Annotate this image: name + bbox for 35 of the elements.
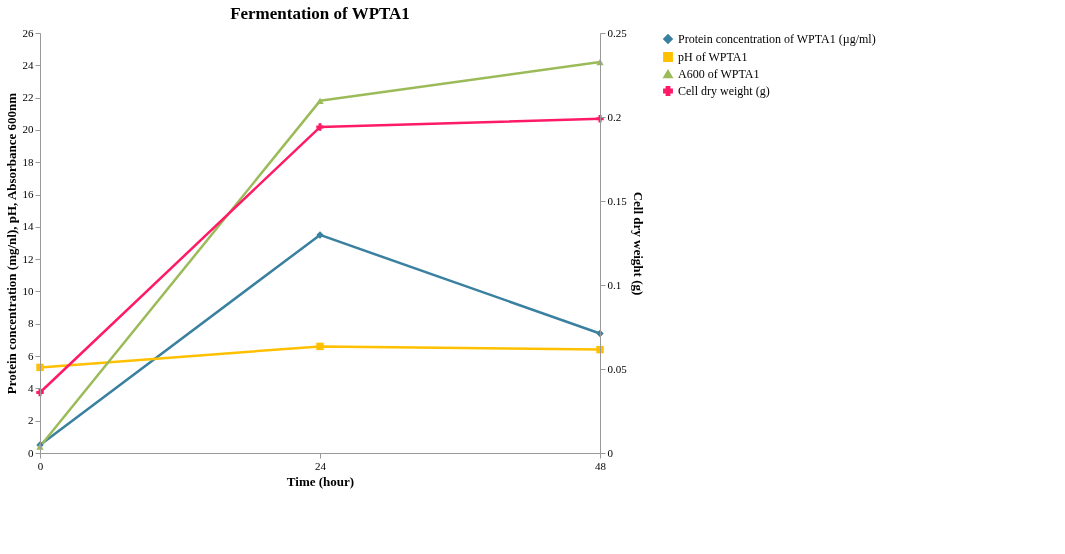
legend-label: Cell dry weight (g) bbox=[678, 84, 770, 98]
y-tick-label: 4 bbox=[28, 381, 34, 394]
point bbox=[316, 97, 324, 105]
y2-tick-label: 0.2 bbox=[607, 110, 622, 123]
y2-tick-label: 0.15 bbox=[607, 194, 628, 207]
y2-tick-label: 0.25 bbox=[607, 26, 628, 39]
y-tick-label: 18 bbox=[22, 155, 34, 168]
y-tick-label: 8 bbox=[28, 317, 34, 330]
y-tick-label: 2 bbox=[28, 414, 34, 427]
x-tick-label: 48 bbox=[595, 459, 607, 472]
legend-label: Protein concentration of WPTA1 (µg/ml) bbox=[678, 32, 876, 46]
point bbox=[316, 123, 324, 131]
y-tick-label: 22 bbox=[22, 91, 34, 104]
y-tick-label: 6 bbox=[28, 349, 34, 362]
y-tick-label: 26 bbox=[22, 26, 34, 39]
y-tick-label: 12 bbox=[22, 252, 34, 265]
y-tick-label: 20 bbox=[22, 123, 34, 136]
legend-label: A600 of WPTA1 bbox=[678, 67, 760, 81]
x-tick-label: 0 bbox=[37, 459, 44, 472]
y2-axis-title: Cell dry weight (g) bbox=[630, 191, 646, 296]
y-tick-label: 10 bbox=[22, 284, 34, 297]
y2-tick-label: 0.1 bbox=[607, 278, 622, 291]
x-tick-label: 24 bbox=[315, 459, 327, 472]
y2-tick-label: 0 bbox=[607, 446, 614, 459]
y-tick-label: 16 bbox=[22, 188, 34, 201]
point bbox=[316, 342, 324, 351]
legend-label: pH of WPTA1 bbox=[678, 50, 748, 64]
chart-title: Fermentation of WPTA1 bbox=[230, 4, 410, 23]
point bbox=[596, 329, 604, 338]
y-axis-title: Protein concentration (mg/nl), pH, Absorbance 600nm bbox=[3, 92, 19, 395]
y-tick-label: 14 bbox=[22, 220, 34, 233]
y-tick-label: 0 bbox=[28, 446, 34, 459]
y-tick-label: 24 bbox=[22, 58, 34, 71]
y2-tick-label: 0.05 bbox=[607, 362, 628, 375]
x-axis-title: Time (hour) bbox=[286, 473, 355, 489]
